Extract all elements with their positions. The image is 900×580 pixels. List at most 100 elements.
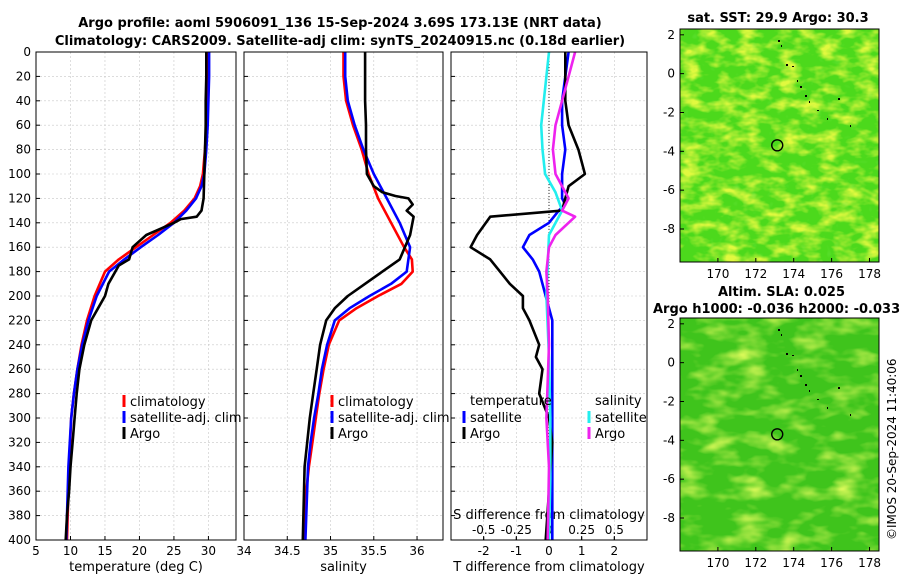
legend-label-satellite-adj: satellite-adj. clim (338, 411, 450, 426)
axes-frame (243, 51, 444, 541)
temperature-legend: climatology satellite-adj. clim Argo (122, 395, 242, 442)
x-tick-label: 30 (201, 544, 216, 558)
sla-map-subtitle: Argo h1000: -0.036 h2000: -0.033 (653, 302, 900, 317)
map-y-tick-label: -8 (663, 511, 675, 525)
sst-map-frame (679, 28, 880, 263)
sla-map-panel: Altim. SLA: 0.025 Argo h1000: -0.036 h20… (653, 285, 900, 570)
figure-title-line2: Climatology: CARS2009. Satellite-adj cli… (55, 34, 625, 49)
map-y-tick-label: 0 (667, 356, 675, 370)
x-tick-label: 35.5 (360, 544, 387, 558)
difference-legend-temperature: temperature satellite Argo (462, 394, 552, 442)
map-y-tick-label: -2 (663, 394, 675, 408)
map-x-tick-label: 174 (782, 267, 805, 281)
y-tick-label: 220 (8, 313, 31, 327)
legend-title-salinity: salinity (595, 394, 642, 409)
axes-frame (35, 51, 237, 541)
sst-map-panel: sat. SST: 29.9 Argo: 30.3 170 172 174 176 17… (663, 11, 881, 281)
temperature-panel: 5 10 15 20 25 3002040608010012014016018020022… (8, 45, 237, 575)
legend-title-temperature: temperature (470, 394, 552, 409)
map-y-tick-label: -6 (663, 183, 675, 197)
x-axis-label: T difference from climatology (452, 560, 645, 575)
sst-map-texture (680, 29, 879, 262)
series-line-argo (64, 52, 208, 541)
legend-label-climatology: climatology (338, 395, 414, 410)
top-tick-label: 0.25 (568, 523, 595, 537)
map-y-tick-label: -4 (663, 144, 675, 158)
x-axis-label: temperature (deg C) (69, 560, 203, 575)
x-tick-label: -1 (510, 544, 522, 558)
y-tick-label: 120 (8, 191, 31, 205)
legend-label-argo: Argo (338, 427, 368, 442)
top-tick-label: 0.5 (605, 523, 624, 537)
sla-map-islands (778, 329, 851, 416)
legend-label-sal-argo: Argo (595, 427, 625, 442)
sla-map-frame (679, 317, 880, 552)
series-line-salinity-argo (545, 51, 577, 541)
x-tick-label: 20 (132, 544, 147, 558)
salinity-panel: 34 34.5 35 35.5 36 salinity (236, 51, 444, 575)
series-line-argo (301, 52, 415, 541)
map-x-tick-label: 172 (744, 267, 767, 281)
y-tick-label: 20 (16, 69, 31, 83)
map-y-tick-label: -6 (663, 472, 675, 486)
legend-label-temp-satellite: satellite (470, 411, 522, 426)
y-tick-label: 360 (8, 484, 31, 498)
x-tick-label: 34.5 (274, 544, 301, 558)
series-line-satellite-adj-clim (304, 52, 412, 541)
x-tick-label: 5 (32, 544, 40, 558)
salinity-legend: climatology satellite-adj. clim Argo (330, 395, 450, 442)
map-x-tick-label: 170 (706, 556, 729, 570)
y-tick-label: 340 (8, 460, 31, 474)
y-tick-label: 160 (8, 240, 31, 254)
y-tick-label: 140 (8, 216, 31, 230)
map-x-tick-label: 172 (744, 556, 767, 570)
sla-map-field (680, 318, 879, 551)
series-line-salinity-satellite (539, 51, 564, 541)
map-y-tick-label: -4 (663, 433, 675, 447)
x-tick-label: 2 (611, 544, 619, 558)
x-tick-label: 15 (97, 544, 112, 558)
sst-map-islands (778, 40, 851, 127)
legend-label-temp-argo: Argo (470, 427, 500, 442)
map-x-tick-label: 178 (858, 267, 881, 281)
legend-label-climatology: climatology (130, 395, 206, 410)
y-tick-label: 200 (8, 289, 31, 303)
x-tick-label: 1 (578, 544, 586, 558)
map-y-tick-label: 2 (667, 28, 675, 42)
y-tick-label: 80 (16, 143, 31, 157)
series-line-temperature-argo (469, 52, 587, 541)
difference-legend-salinity: salinity satellite Argo (587, 394, 647, 442)
series-line-temperature-satellite (521, 51, 570, 540)
y-tick-label: 320 (8, 435, 31, 449)
map-y-tick-label: -8 (663, 222, 675, 236)
y-tick-label: 280 (8, 387, 31, 401)
y-tick-label: 400 (8, 533, 31, 547)
x-axis-label: salinity (320, 560, 367, 575)
map-x-tick-label: 178 (858, 556, 881, 570)
sla-map-title: Altim. SLA: 0.025 (718, 285, 845, 300)
figure-title-line1: Argo profile: aoml 5906091_136 15-Sep-20… (78, 16, 602, 31)
y-tick-label: 40 (16, 94, 31, 108)
y-tick-label: 180 (8, 265, 31, 279)
legend-label-satellite-adj: satellite-adj. clim (130, 411, 242, 426)
map-x-tick-label: 176 (820, 556, 843, 570)
top-tick-label: -0.25 (501, 523, 532, 537)
x-tick-label: 34 (236, 544, 251, 558)
series-line-satellite-adj-clim (65, 52, 211, 541)
y-tick-label: 240 (8, 338, 31, 352)
y-tick-label: 380 (8, 509, 31, 523)
map-y-tick-label: 0 (667, 67, 675, 81)
sst-argo-marker (771, 139, 784, 152)
y-tick-label: 100 (8, 167, 31, 181)
legend-label-sal-satellite: satellite (595, 411, 647, 426)
y-tick-label: 0 (23, 45, 31, 59)
sla-argo-marker (771, 428, 784, 441)
y-tick-label: 60 (16, 118, 31, 132)
map-y-tick-label: -2 (663, 105, 675, 119)
map-x-tick-label: 170 (706, 267, 729, 281)
x-tick-label: 10 (63, 544, 78, 558)
legend-label-argo: Argo (130, 427, 160, 442)
x-tick-label: -2 (478, 544, 490, 558)
copyright-stamp: ©IMOS 20-Sep-2024 11:40:06 (885, 358, 899, 540)
